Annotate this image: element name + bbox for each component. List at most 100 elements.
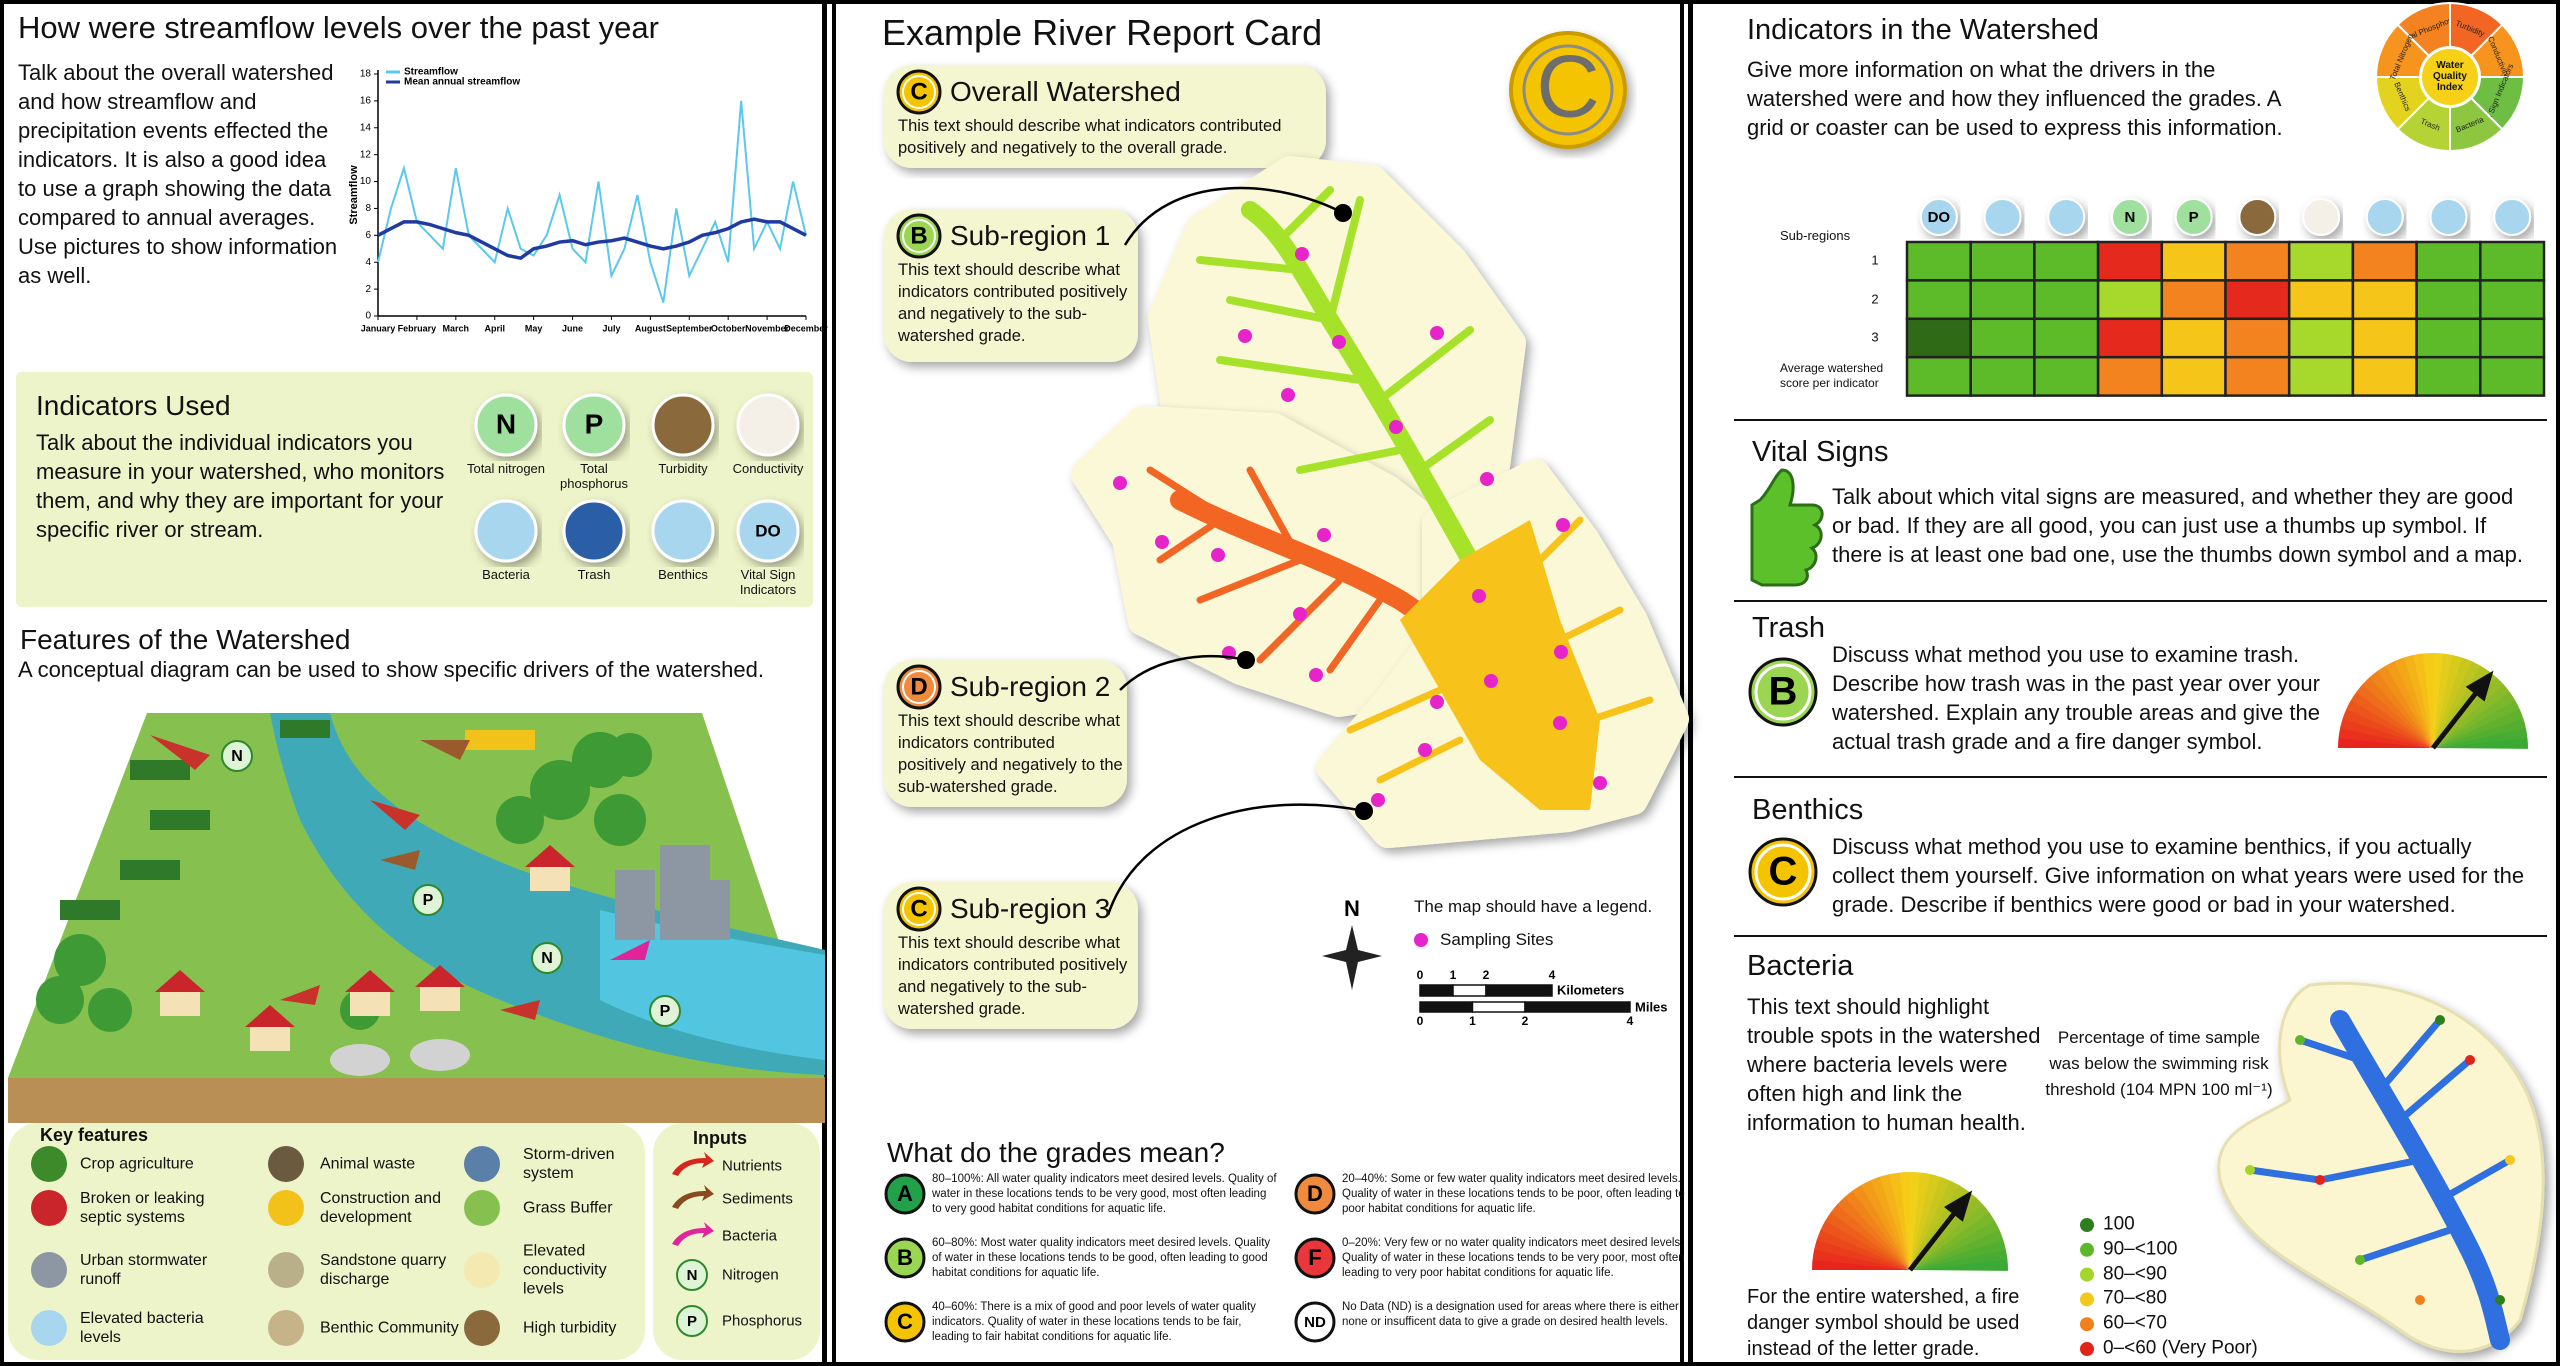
gauge-slice bbox=[2433, 657, 2473, 748]
grid-cell bbox=[2033, 317, 2100, 359]
grid-cell bbox=[2096, 240, 2164, 282]
report-title: Example River Report Card bbox=[882, 12, 1323, 53]
grid-cell bbox=[2033, 279, 2100, 321]
gauge-slice bbox=[2394, 657, 2433, 748]
gauge-slice bbox=[1910, 1249, 2008, 1270]
km-bar bbox=[1419, 984, 1454, 997]
separators bbox=[1734, 419, 2547, 937]
section-grade-badge bbox=[1748, 657, 1818, 727]
grid-row-label: 2 bbox=[1871, 291, 1879, 307]
y-tick-label: 16 bbox=[360, 96, 372, 107]
x-tick-label: March bbox=[443, 323, 470, 333]
gauge-slice bbox=[1879, 1173, 1910, 1270]
indicator-label: Total phosphorus bbox=[560, 461, 628, 491]
divider bbox=[1680, 0, 1684, 1366]
gauge-slice bbox=[1820, 1220, 1910, 1270]
gauge-slice bbox=[1889, 1172, 1910, 1270]
feature-label: Storm-driven system bbox=[523, 1146, 615, 1182]
grid-cell bbox=[2160, 240, 2227, 282]
input-arrow bbox=[672, 1152, 714, 1176]
grid-cell bbox=[2096, 279, 2164, 321]
region-grade-badge bbox=[896, 664, 942, 710]
features-title: Features of the Watershed bbox=[20, 624, 351, 655]
grid-cell bbox=[2415, 240, 2482, 282]
feature-label: Urban stormwater runoff bbox=[80, 1252, 208, 1288]
indicator-label: Bacteria bbox=[482, 567, 530, 582]
x-tick-label: May bbox=[525, 323, 543, 333]
label: P bbox=[2189, 209, 2199, 226]
x-tick-label: December bbox=[784, 323, 828, 333]
gauge-slice bbox=[1844, 1190, 1910, 1270]
grid-row-header: Sub-regions bbox=[1780, 228, 1851, 243]
gauge-slice bbox=[2369, 670, 2433, 748]
feature-label: Broken or leaking septic systems bbox=[80, 1190, 205, 1226]
grid-cell bbox=[1905, 279, 1972, 321]
section-grade-ring bbox=[1754, 663, 1812, 721]
y-tick-label: 14 bbox=[360, 122, 372, 133]
big-grade: C bbox=[1536, 36, 1600, 135]
input-label: Nutrients bbox=[722, 1157, 783, 1175]
diagram-label: P bbox=[660, 1003, 671, 1020]
indicator-label: Benthics bbox=[658, 567, 708, 582]
grade-badge bbox=[1294, 1237, 1336, 1279]
gauge-slice bbox=[2346, 699, 2433, 748]
legend-note: The map should have a legend. bbox=[1414, 897, 1653, 916]
left-title: How were streamflow levels over the past… bbox=[18, 10, 659, 45]
inputs-box bbox=[653, 1123, 820, 1360]
grid-icon bbox=[2174, 198, 2213, 236]
bacteria-title: Bacteria bbox=[1747, 950, 1854, 982]
indicator-label: Vital Sign Indicators bbox=[739, 567, 797, 597]
grid-cell bbox=[2160, 317, 2227, 359]
feature-icon bbox=[268, 1190, 304, 1226]
label: N bbox=[687, 1267, 698, 1284]
mi-label: Miles bbox=[1635, 999, 1668, 1014]
feature-icon bbox=[31, 1252, 67, 1288]
legend-label: Mean annual streamflow bbox=[404, 77, 520, 88]
feature-icon bbox=[464, 1146, 500, 1182]
label: F bbox=[1308, 1245, 1321, 1270]
divider bbox=[822, 0, 827, 1366]
y-tick-label: 2 bbox=[365, 284, 371, 295]
y-tick-label: 12 bbox=[360, 149, 372, 160]
mi-tick: 1 bbox=[1469, 1014, 1476, 1028]
key-features-title: Key features bbox=[40, 1125, 149, 1145]
x-tick-label: July bbox=[602, 323, 620, 333]
region-grade-ring bbox=[902, 75, 936, 109]
key-features-box bbox=[8, 1123, 645, 1360]
y-tick-label: 8 bbox=[365, 203, 371, 214]
grid-cell bbox=[1969, 240, 2036, 282]
indicator-label: Turbidity bbox=[658, 461, 708, 476]
grid-cell bbox=[1969, 317, 2036, 359]
gauge-slice bbox=[1852, 1184, 1910, 1270]
watershed-diagram bbox=[8, 713, 825, 1123]
bacteria-map bbox=[2217, 981, 2545, 1353]
label: N bbox=[496, 408, 516, 439]
grade-badge bbox=[1294, 1173, 1336, 1215]
grid-cell bbox=[2096, 355, 2164, 397]
bacteria-legend-dot bbox=[2080, 1267, 2094, 1282]
gauge-slice bbox=[2433, 661, 2482, 748]
bacteria-legend-dot bbox=[2080, 1342, 2094, 1356]
divider bbox=[832, 0, 836, 1366]
grid-icon bbox=[2493, 198, 2532, 236]
x-tick-label: April bbox=[484, 323, 505, 333]
grid-row-label: 1 bbox=[1871, 252, 1879, 268]
wheel-center-disc bbox=[2420, 47, 2480, 107]
bacteria-footnote: For the entire watershed, a fire danger … bbox=[1747, 1286, 2020, 1360]
feature-label: Elevated bacteria levels bbox=[80, 1310, 204, 1346]
right-indicators-text: Give more information on what the driver… bbox=[1747, 57, 2283, 140]
region-grade-ring bbox=[902, 670, 936, 704]
legend-label: Streamflow bbox=[404, 67, 458, 78]
gauge-slice bbox=[2413, 653, 2433, 748]
input-label: Bacteria bbox=[722, 1227, 778, 1245]
indicator-icon bbox=[474, 499, 538, 563]
label: C bbox=[897, 1309, 913, 1334]
feature-icon bbox=[31, 1146, 67, 1182]
input-arrow bbox=[672, 1222, 714, 1246]
gauge-slice bbox=[1910, 1176, 1951, 1270]
gauge-slice bbox=[1910, 1204, 1990, 1270]
grade-text: No Data (ND) is a designation used for a… bbox=[1342, 1301, 1679, 1328]
gauge-slice bbox=[2340, 717, 2433, 748]
